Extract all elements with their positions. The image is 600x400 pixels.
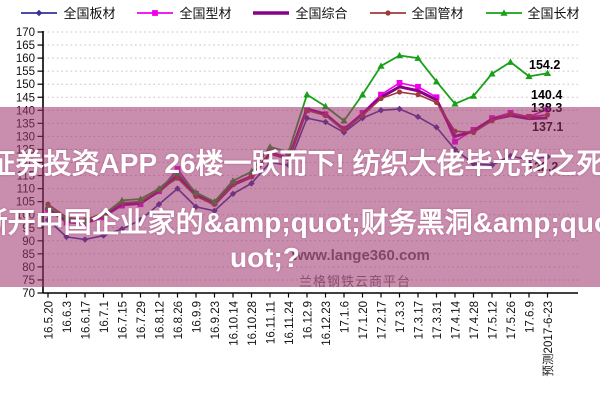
x-axis-label: 16.7.29 bbox=[136, 301, 148, 339]
legend-item-全国板材: 全国板材 bbox=[20, 3, 115, 22]
legend-item-全国长材: 全国长材 bbox=[485, 3, 580, 22]
y-axis-label: 155 bbox=[16, 66, 35, 78]
x-axis-label: 16.5.20 bbox=[44, 301, 56, 339]
x-axis-label: 17.4.14 bbox=[451, 300, 463, 339]
y-axis-label: 160 bbox=[16, 53, 35, 65]
legend-label: 全国型材 bbox=[179, 6, 232, 21]
square-marker-icon bbox=[137, 9, 174, 16]
legend-item-全国管材: 全国管材 bbox=[369, 3, 464, 22]
x-axis-label: 16.10.28 bbox=[247, 301, 259, 346]
x-axis-label: 17.3.17 bbox=[414, 301, 426, 339]
legend-label: 全国综合 bbox=[295, 6, 348, 21]
legend-label: 全国管材 bbox=[411, 6, 464, 21]
headline-line-3: uot;? bbox=[230, 242, 300, 273]
legend-item-全国型材: 全国型材 bbox=[136, 3, 231, 22]
x-axis-label: 17.1.20 bbox=[358, 301, 370, 339]
series-end-value-label: 154.2 bbox=[529, 58, 560, 72]
chart-legend: 全国板材 全国型材 全国综合 全国管材 全国长材 bbox=[0, 3, 600, 22]
x-axis-label: 17.4.28 bbox=[469, 301, 481, 339]
y-axis-label: 165 bbox=[16, 40, 35, 52]
x-axis-label: 16.6.3 bbox=[62, 301, 74, 333]
circle-marker-icon bbox=[369, 9, 406, 16]
y-axis-label: 70 bbox=[22, 288, 35, 300]
x-axis-label: 17.3.31 bbox=[432, 301, 444, 339]
x-axis-label: 17.1.6 bbox=[340, 301, 352, 333]
headline-overlay-band bbox=[0, 107, 600, 287]
x-axis-label: 16.10.14 bbox=[229, 300, 241, 345]
x-axis-label: 16.9.9 bbox=[192, 301, 204, 333]
none-marker-icon bbox=[253, 10, 290, 15]
x-axis-label: 17.3.3 bbox=[395, 301, 407, 333]
x-axis-label: 16.7.1 bbox=[99, 301, 111, 333]
series-end-value-label: 140.4 bbox=[531, 88, 562, 102]
legend-label: 全国板材 bbox=[63, 6, 116, 21]
headline-line-1: 证券投资APP 26楼一跃而下! 纺织大佬毕光钧之死, bbox=[0, 148, 600, 179]
x-axis-label: 16.8.12 bbox=[155, 301, 167, 339]
x-axis-label: 预测2017-6-23 bbox=[542, 301, 555, 376]
x-axis-label: 16.9.23 bbox=[210, 301, 222, 339]
y-axis-label: 170 bbox=[16, 27, 35, 39]
headline-line-2: 撕开中国企业家的&amp;quot;财务黑洞&amp;quot bbox=[0, 207, 600, 238]
legend-item-全国综合: 全国综合 bbox=[252, 3, 348, 22]
x-axis-label: 16.12.9 bbox=[303, 301, 315, 339]
x-axis-label: 16.11.24 bbox=[284, 300, 296, 345]
x-axis-label: 16.11.11 bbox=[266, 301, 278, 344]
x-axis-label: 16.6.17 bbox=[81, 301, 93, 339]
x-axis-label: 17.5.26 bbox=[506, 301, 518, 339]
x-axis-label: 17.2.17 bbox=[377, 301, 389, 339]
y-axis-label: 145 bbox=[16, 92, 35, 104]
legend-label: 全国长材 bbox=[527, 6, 580, 21]
triangle-marker-icon bbox=[485, 8, 522, 16]
diamond-marker-icon bbox=[21, 9, 58, 16]
x-axis-label: 16.8.26 bbox=[173, 301, 185, 339]
y-axis-label: 150 bbox=[16, 79, 35, 91]
x-axis-label: 16.12.23 bbox=[321, 301, 333, 346]
x-axis-label: 17.5.12 bbox=[488, 301, 500, 339]
x-axis-label: 17.6.9 bbox=[525, 301, 537, 333]
x-axis-label: 16.7.15 bbox=[118, 301, 130, 339]
